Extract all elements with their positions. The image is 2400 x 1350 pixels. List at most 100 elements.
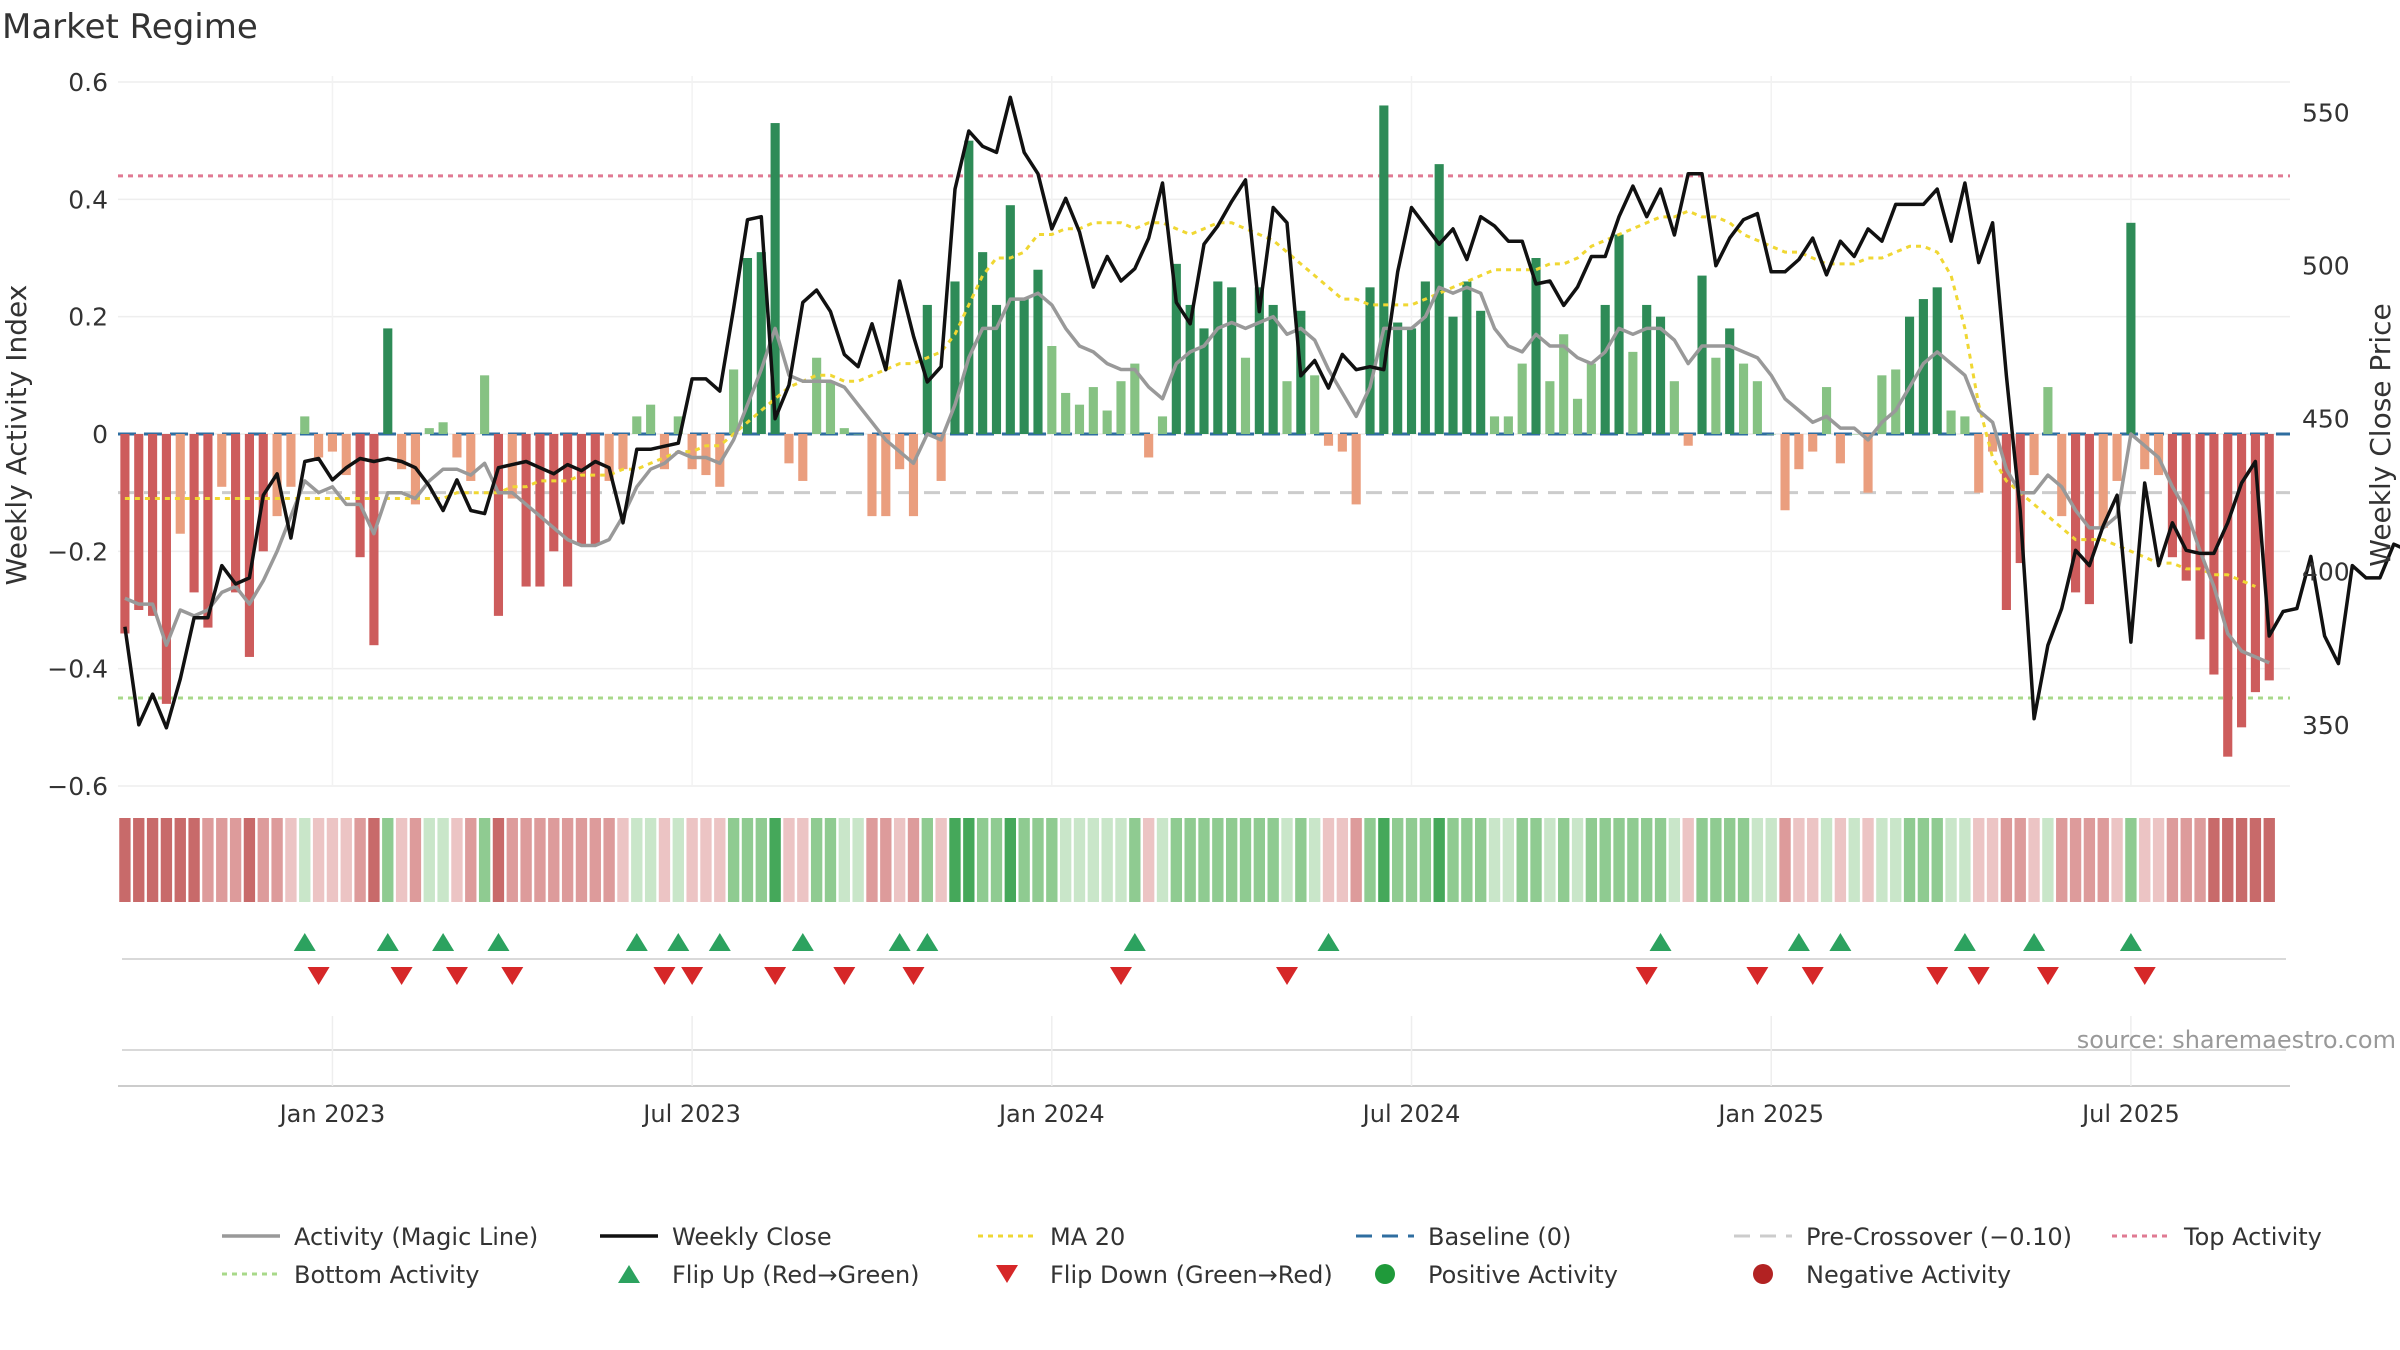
flip-up-marker bbox=[916, 933, 938, 951]
flip-down-marker bbox=[501, 967, 523, 985]
regime-cell bbox=[1392, 818, 1403, 902]
regime-cell bbox=[1683, 818, 1694, 902]
activity-bar bbox=[2029, 434, 2038, 475]
regime-cell bbox=[769, 818, 780, 902]
flip-up-marker bbox=[1124, 933, 1146, 951]
regime-cell bbox=[2042, 818, 2053, 902]
y-tick-right: 500 bbox=[2302, 252, 2350, 281]
activity-bar bbox=[286, 434, 295, 487]
activity-bar bbox=[1047, 346, 1056, 434]
legend-label: Pre-Crossover (−0.10) bbox=[1806, 1223, 2072, 1251]
regime-cell bbox=[202, 818, 213, 902]
legend-item: Bottom Activity bbox=[222, 1261, 479, 1289]
legend-item: Top Activity bbox=[2112, 1223, 2322, 1251]
regime-cell bbox=[1849, 818, 1860, 902]
regime-cell bbox=[1821, 818, 1832, 902]
legend-label: Flip Up (Red→Green) bbox=[672, 1261, 920, 1289]
flip-up-marker bbox=[1829, 933, 1851, 951]
activity-bar bbox=[964, 141, 973, 434]
regime-cell bbox=[1171, 818, 1182, 902]
activity-bar bbox=[1933, 287, 1942, 434]
y-tick-left: −0.2 bbox=[47, 537, 108, 566]
regime-cell bbox=[659, 818, 670, 902]
regime-cell bbox=[825, 818, 836, 902]
regime-cell bbox=[1323, 818, 1334, 902]
flip-up-marker bbox=[1954, 933, 1976, 951]
regime-cell bbox=[991, 818, 1002, 902]
activity-bar bbox=[1518, 364, 1527, 434]
regime-cell bbox=[1406, 818, 1417, 902]
x-tick-label: Jul 2023 bbox=[641, 1100, 741, 1128]
regime-cell bbox=[1710, 818, 1721, 902]
activity-bar bbox=[1794, 434, 1803, 469]
y-tick-left: −0.6 bbox=[47, 772, 108, 801]
regime-cell bbox=[465, 818, 476, 902]
y-axis-label-right: Weekly Close Price bbox=[2364, 303, 2397, 566]
flip-markers bbox=[122, 933, 2286, 985]
regime-cell bbox=[493, 818, 504, 902]
regime-cell bbox=[1696, 818, 1707, 902]
flip-down-marker bbox=[1110, 967, 1132, 985]
activity-bar bbox=[176, 434, 185, 534]
regime-cell bbox=[700, 818, 711, 902]
activity-bar bbox=[356, 434, 365, 557]
legend-label: MA 20 bbox=[1050, 1223, 1125, 1251]
regime-cell bbox=[949, 818, 960, 902]
regime-cell bbox=[1254, 818, 1265, 902]
legend-label: Negative Activity bbox=[1806, 1261, 2011, 1289]
flip-up-marker bbox=[377, 933, 399, 951]
regime-cell bbox=[1309, 818, 1320, 902]
regime-cell bbox=[1973, 818, 1984, 902]
regime-cell bbox=[1074, 818, 1085, 902]
legend-item: Weekly Close bbox=[600, 1223, 832, 1251]
regime-cell bbox=[1558, 818, 1569, 902]
activity-bar bbox=[203, 434, 212, 628]
activity-bar bbox=[729, 369, 738, 434]
activity-bar bbox=[1338, 434, 1347, 452]
regime-cell bbox=[2236, 818, 2247, 902]
flip-down-marker bbox=[833, 967, 855, 985]
regime-cell bbox=[520, 818, 531, 902]
activity-bar bbox=[1476, 311, 1485, 434]
regime-cell bbox=[1641, 818, 1652, 902]
regime-cell bbox=[1793, 818, 1804, 902]
regime-cell bbox=[175, 818, 186, 902]
legend-label: Top Activity bbox=[2183, 1223, 2322, 1251]
activity-bar bbox=[2043, 387, 2052, 434]
regime-cell bbox=[866, 818, 877, 902]
regime-cell bbox=[2250, 818, 2261, 902]
activity-bar bbox=[120, 434, 129, 633]
flip-down-marker bbox=[681, 967, 703, 985]
regime-cell bbox=[1295, 818, 1306, 902]
regime-cell bbox=[756, 818, 767, 902]
activity-bar bbox=[1946, 411, 1955, 434]
regime-cell bbox=[479, 818, 490, 902]
activity-bar bbox=[1863, 434, 1872, 493]
regime-cell bbox=[1212, 818, 1223, 902]
legend-item: Activity (Magic Line) bbox=[222, 1223, 538, 1251]
activity-bar bbox=[1490, 416, 1499, 434]
activity-bar bbox=[563, 434, 572, 587]
regime-cell bbox=[728, 818, 739, 902]
regime-cell bbox=[271, 818, 282, 902]
regime-cell bbox=[2194, 818, 2205, 902]
activity-bar bbox=[1393, 323, 1402, 434]
activity-bar bbox=[1573, 399, 1582, 434]
regime-cell bbox=[1987, 818, 1998, 902]
regime-cell bbox=[327, 818, 338, 902]
activity-bar bbox=[425, 428, 434, 434]
activity-bar bbox=[1697, 276, 1706, 434]
activity-bar bbox=[909, 434, 918, 516]
regime-cell bbox=[258, 818, 269, 902]
regime-cell bbox=[1959, 818, 1970, 902]
regime-cell bbox=[188, 818, 199, 902]
regime-cell bbox=[2264, 818, 2275, 902]
regime-cell bbox=[1807, 818, 1818, 902]
activity-bar bbox=[1462, 281, 1471, 434]
legend-item: MA 20 bbox=[978, 1223, 1125, 1251]
activity-bar bbox=[2085, 434, 2094, 604]
regime-cell bbox=[382, 818, 393, 902]
flip-up-marker bbox=[294, 933, 316, 951]
regime-cell bbox=[1129, 818, 1140, 902]
regime-cell bbox=[935, 818, 946, 902]
